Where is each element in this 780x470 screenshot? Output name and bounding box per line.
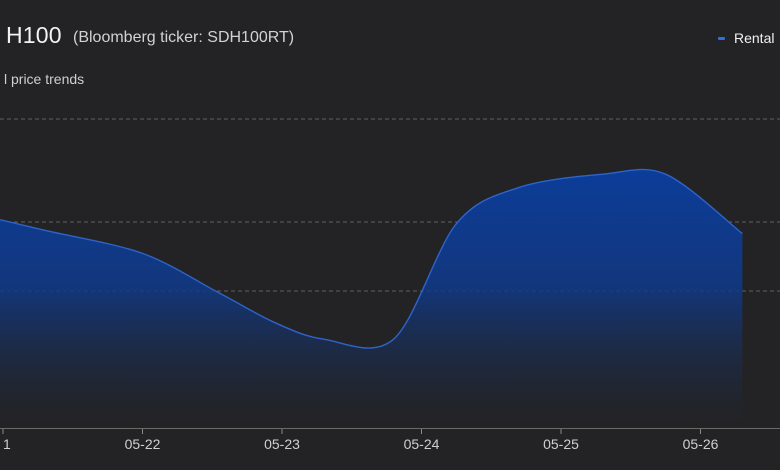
- area-fill: [0, 169, 743, 428]
- x-axis: 1 05-22 05-23 05-24 05-25 05-26: [2, 429, 719, 452]
- x-tick-label: 1: [3, 436, 11, 452]
- x-tick-label: 05-26: [683, 436, 719, 452]
- series-line-rental: [0, 168, 743, 349]
- chart-subtitle: (Bloomberg ticker: SDH100RT): [73, 29, 295, 46]
- legend[interactable]: Rental: [718, 30, 774, 46]
- x-tick-label: 05-22: [125, 436, 161, 452]
- x-tick-label: 05-25: [543, 436, 579, 452]
- chart-title: H100: [6, 22, 62, 48]
- x-tick-label: 05-24: [404, 436, 440, 452]
- chart-caption: l price trends: [4, 71, 85, 87]
- x-tick-label: 05-23: [264, 436, 300, 452]
- legend-label-rental: Rental: [734, 30, 775, 46]
- legend-swatch: [718, 36, 725, 40]
